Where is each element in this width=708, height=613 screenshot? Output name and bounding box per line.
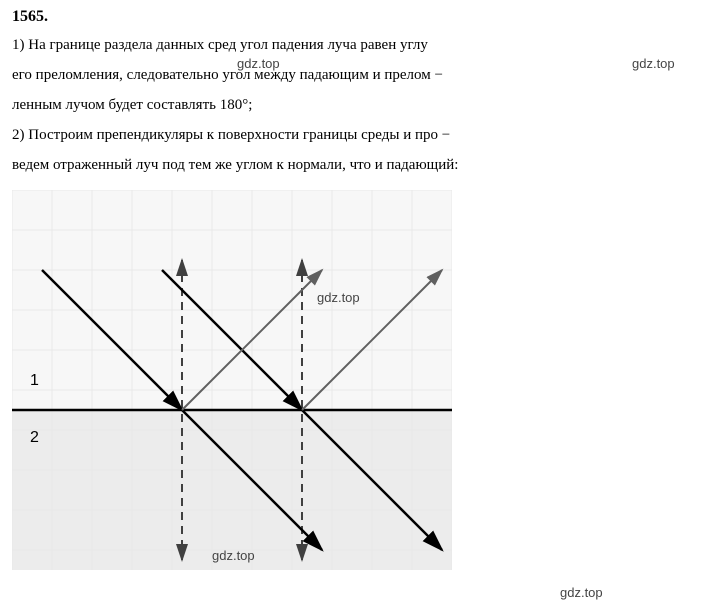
- svg-text:2: 2: [30, 429, 39, 446]
- diagram-watermark-1: gdz.top: [317, 290, 360, 305]
- text-line-2: его преломления, следовательно угол межд…: [12, 60, 696, 90]
- text-line-4: 2) Построим препендикуляры к поверхности…: [12, 120, 696, 150]
- problem-number: 1565.: [12, 8, 696, 26]
- diagram-watermark-2: gdz.top: [212, 548, 255, 563]
- text-line-3: ленным лучом будет составлять 180°;: [12, 90, 696, 120]
- watermark-text-2: gdz.top: [632, 56, 675, 71]
- text-line-1: 1) На границе раздела данных сред угол п…: [12, 30, 696, 60]
- watermark-text-1: gdz.top: [237, 56, 280, 71]
- svg-text:1: 1: [30, 372, 39, 389]
- ray-diagram: 12 gdz.top gdz.top: [12, 190, 452, 570]
- text-line-5: ведем отраженный луч под тем же углом к …: [12, 150, 696, 180]
- diagram-watermark-3: gdz.top: [560, 585, 603, 600]
- diagram-svg: 12: [12, 190, 452, 570]
